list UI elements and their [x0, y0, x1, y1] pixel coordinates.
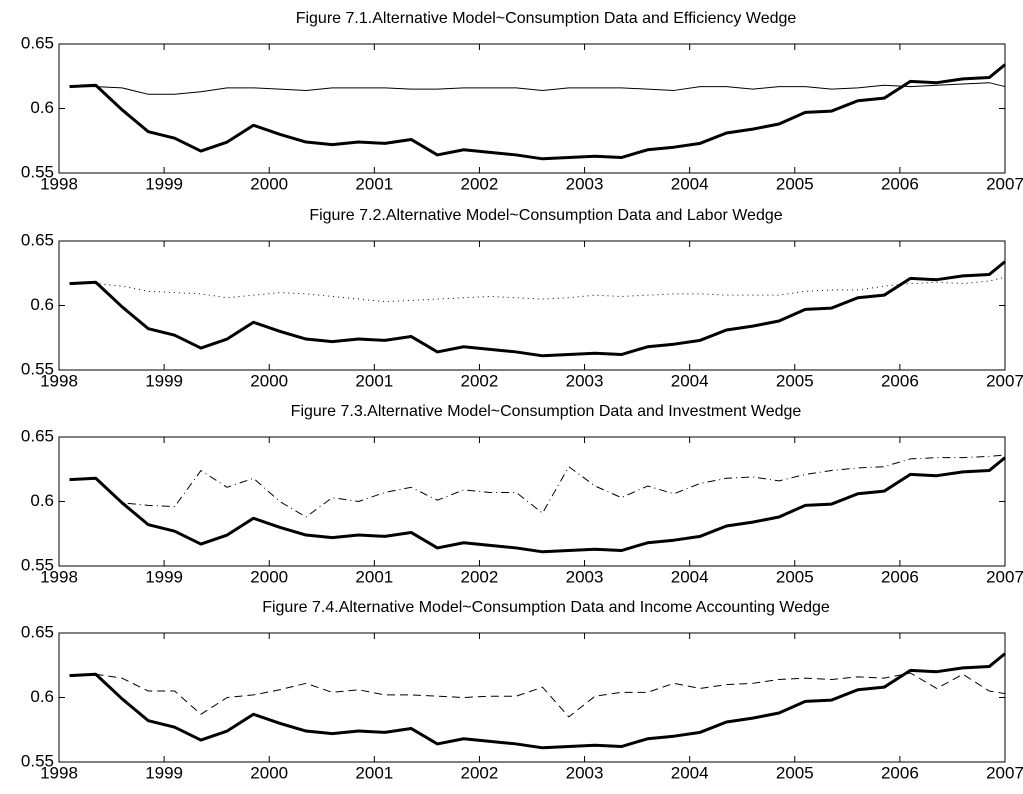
- x-tick-label: 2001: [355, 371, 393, 390]
- x-tick-label: 2007: [986, 174, 1023, 193]
- line-series: [69, 672, 1006, 718]
- x-tick-label: 2003: [566, 371, 604, 390]
- x-tick-label: 2005: [776, 174, 814, 193]
- chart-title: Figure 7.4.Alternative Model~Consumption…: [262, 599, 830, 616]
- x-tick-label: 2000: [250, 567, 288, 586]
- y-tick-label: 0.65: [21, 33, 54, 52]
- x-tick-label: 2006: [881, 371, 919, 390]
- line-series: [69, 82, 1006, 95]
- y-tick-label: 0.6: [30, 491, 54, 510]
- x-tick-label: 1999: [145, 371, 183, 390]
- x-tick-label: 1998: [40, 371, 78, 390]
- x-tick-label: 1999: [145, 567, 183, 586]
- y-tick-label: 0.55: [21, 162, 54, 181]
- line-series: [69, 276, 1006, 303]
- x-tick-label: 1999: [145, 174, 183, 193]
- x-tick-label: 2005: [776, 371, 814, 390]
- x-tick-label: 2003: [566, 567, 604, 586]
- plot-area: [59, 437, 1005, 566]
- y-tick-label: 0.55: [21, 555, 54, 574]
- y-tick-label: 0.6: [30, 98, 54, 117]
- x-tick-label: 2006: [881, 763, 919, 782]
- x-tick-label: 2006: [881, 174, 919, 193]
- x-tick-label: 1998: [40, 567, 78, 586]
- x-tick-label: 2001: [355, 174, 393, 193]
- x-tick-label: 2002: [461, 174, 499, 193]
- chart-title: Figure 7.1.Alternative Model~Consumption…: [296, 10, 797, 27]
- x-tick-label: 2004: [671, 567, 709, 586]
- plot-area: [59, 633, 1005, 762]
- y-tick-label: 0.6: [30, 687, 54, 706]
- line-series: [69, 456, 1006, 554]
- y-tick-label: 0.65: [21, 230, 54, 249]
- y-tick-label: 0.55: [21, 359, 54, 378]
- x-tick-label: 2002: [461, 567, 499, 586]
- x-tick-label: 1999: [145, 763, 183, 782]
- y-tick-label: 0.6: [30, 295, 54, 314]
- plot-area: [59, 44, 1005, 173]
- x-tick-label: 2000: [250, 763, 288, 782]
- x-tick-label: 2005: [776, 567, 814, 586]
- x-tick-label: 2001: [355, 763, 393, 782]
- line-series: [69, 63, 1006, 161]
- line-series: [69, 260, 1006, 358]
- x-tick-label: 2004: [671, 763, 709, 782]
- plot-area: [59, 241, 1005, 370]
- x-tick-label: 2001: [355, 567, 393, 586]
- x-tick-label: 2002: [461, 371, 499, 390]
- x-tick-label: 2002: [461, 763, 499, 782]
- x-tick-label: 1998: [40, 763, 78, 782]
- chart-title: Figure 7.3.Alternative Model~Consumption…: [291, 403, 802, 420]
- y-tick-label: 0.65: [21, 426, 54, 445]
- line-series: [69, 652, 1006, 750]
- line-series: [69, 454, 1006, 518]
- x-tick-label: 2007: [986, 567, 1023, 586]
- x-tick-label: 2006: [881, 567, 919, 586]
- x-tick-label: 2005: [776, 763, 814, 782]
- x-tick-label: 1998: [40, 174, 78, 193]
- x-tick-label: 2000: [250, 371, 288, 390]
- x-tick-label: 2007: [986, 371, 1023, 390]
- x-tick-label: 2003: [566, 174, 604, 193]
- chart-title: Figure 7.2.Alternative Model~Consumption…: [309, 207, 782, 224]
- y-tick-label: 0.55: [21, 751, 54, 770]
- x-tick-label: 2003: [566, 763, 604, 782]
- x-tick-label: 2004: [671, 174, 709, 193]
- x-tick-label: 2004: [671, 371, 709, 390]
- y-tick-label: 0.65: [21, 622, 54, 641]
- x-tick-label: 2000: [250, 174, 288, 193]
- x-tick-label: 2007: [986, 763, 1023, 782]
